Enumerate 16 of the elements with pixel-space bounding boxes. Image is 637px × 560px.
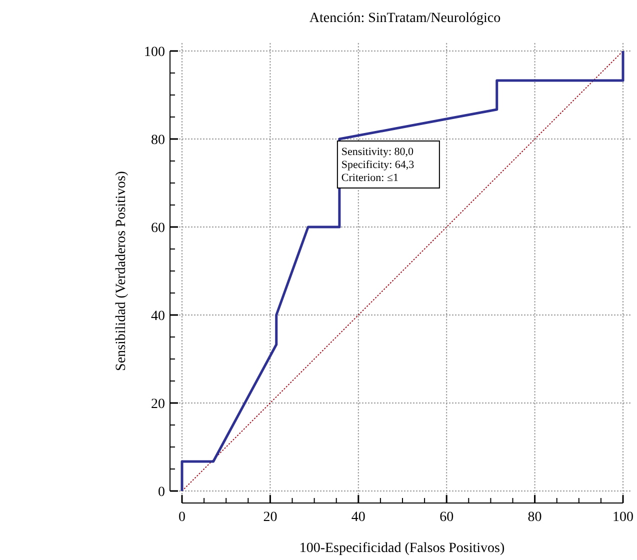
y-tick-label: 0 <box>158 484 165 500</box>
x-tick-label: 0 <box>178 510 186 525</box>
x-tick-label: 100 <box>612 510 634 525</box>
y-tick-label: 40 <box>151 308 165 324</box>
x-axis-title: 100-Especificidad (Falsos Positivos) <box>299 541 505 556</box>
y-tick-label: 100 <box>144 44 165 60</box>
x-tick-label: 40 <box>351 510 366 525</box>
y-axis-title: Sensibilidad (Verdaderos Positivos) <box>114 170 129 371</box>
y-tick-label: 80 <box>151 132 165 148</box>
y-tick-label: 60 <box>151 220 165 236</box>
x-tick-label: 60 <box>440 510 454 525</box>
annotation: Sensitivity: 80,0 Specificity: 64,3 Criterion: ≤1 <box>341 146 415 184</box>
y-tick-label: 20 <box>151 396 165 412</box>
x-tick-label: 80 <box>528 510 542 525</box>
chart-title: Atención: SinTratam/Neurológico <box>309 11 501 26</box>
x-tick-label: 20 <box>263 510 278 525</box>
